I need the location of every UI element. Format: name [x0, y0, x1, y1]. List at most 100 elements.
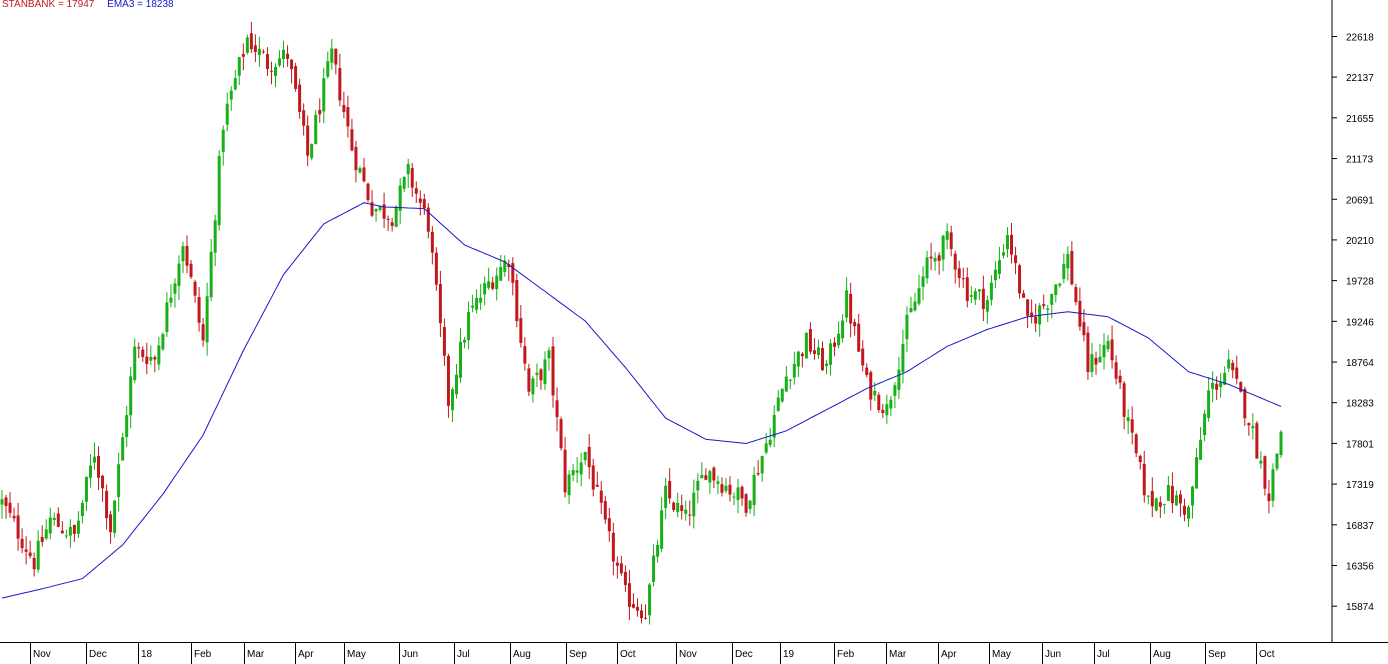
candle [97, 446, 101, 491]
candle-body [249, 33, 253, 50]
candle-body [282, 49, 286, 59]
x-tick-label: Feb [194, 649, 212, 660]
candle-body [1174, 495, 1178, 506]
candle-body [591, 465, 595, 490]
candle-body [595, 484, 599, 487]
candle-body [406, 163, 410, 175]
candle [374, 208, 378, 222]
candle-body [929, 256, 933, 259]
candle [390, 217, 394, 232]
candle-body [28, 552, 32, 557]
candle [909, 296, 913, 313]
candle-body [326, 61, 330, 77]
candle [1207, 377, 1211, 422]
candle-body [1034, 316, 1038, 324]
candle-body [523, 346, 527, 364]
candle [523, 337, 527, 371]
y-tick: 18764 [1332, 358, 1374, 369]
candle [736, 478, 740, 514]
candle [181, 241, 185, 274]
y-tick-label: 19246 [1346, 317, 1374, 328]
candle-body [370, 202, 374, 216]
candle-body [454, 374, 458, 395]
candle-body [1239, 381, 1243, 392]
candle [1239, 381, 1243, 393]
candle [44, 519, 48, 541]
candle [1231, 360, 1235, 379]
candle-body [241, 53, 245, 57]
candle [229, 86, 233, 111]
x-tick-label: Mar [889, 649, 907, 660]
candle-body [80, 502, 84, 517]
candle [760, 455, 764, 482]
candle-body [1267, 493, 1271, 502]
candle [366, 182, 370, 203]
candle-body [997, 260, 1001, 274]
candle [1267, 479, 1271, 514]
y-tick: 17319 [1332, 480, 1374, 491]
candle-body [945, 231, 949, 240]
candle [93, 442, 97, 470]
candle-body [1062, 264, 1066, 279]
candle-body [748, 500, 752, 510]
candle [993, 261, 997, 289]
candle-body [941, 235, 945, 260]
x-tick: Feb [834, 642, 855, 664]
candle [12, 507, 16, 522]
candle-body [1114, 362, 1118, 379]
candle [981, 275, 985, 322]
x-tick-label: May [992, 649, 1011, 660]
x-tick: Dec [732, 642, 753, 664]
candle-body [921, 276, 925, 287]
candle [515, 273, 519, 328]
candle-body [736, 487, 740, 500]
candle [1118, 369, 1122, 389]
candle-body [1255, 423, 1259, 459]
candle [442, 318, 446, 366]
candle [1219, 372, 1223, 398]
x-tick-label: Oct [620, 649, 636, 660]
candle-body [772, 414, 776, 438]
candle [334, 48, 338, 75]
candle-body [137, 347, 141, 349]
candle-body [652, 555, 656, 582]
candle [603, 495, 607, 524]
candle [169, 284, 173, 308]
candle-body [366, 183, 370, 201]
candle [354, 141, 358, 183]
candle [660, 497, 664, 553]
candle [1174, 490, 1178, 506]
candle [491, 276, 495, 291]
candle [1223, 366, 1227, 386]
x-tick-label: Jun [402, 649, 418, 660]
candle [499, 254, 503, 281]
candle-body [583, 451, 587, 461]
candle-body [784, 376, 788, 392]
candle [543, 351, 547, 390]
candle-body [1150, 490, 1154, 507]
candle-body [1223, 372, 1227, 385]
y-tick: 22137 [1332, 73, 1374, 84]
candle-body [52, 517, 56, 521]
candle [326, 51, 330, 79]
candle-body [1191, 486, 1195, 506]
candle [201, 317, 205, 347]
candle [450, 387, 454, 423]
candle [217, 149, 221, 231]
candle [241, 43, 245, 71]
candle [800, 352, 804, 368]
candle [1271, 463, 1275, 508]
candle [278, 50, 282, 68]
candle-body [869, 372, 873, 400]
candle [1259, 451, 1263, 469]
candle [1150, 477, 1154, 518]
x-tick-label: Aug [1153, 649, 1171, 660]
candle-body [555, 400, 559, 418]
candle-body [350, 129, 354, 151]
chart-legend: STANBANK = 17947 EMA3 = 18238 [2, 0, 184, 10]
candle [253, 34, 257, 63]
candle-body [121, 437, 125, 461]
candle-body [820, 348, 824, 371]
candle-body [269, 70, 273, 72]
candle-body [362, 167, 366, 182]
